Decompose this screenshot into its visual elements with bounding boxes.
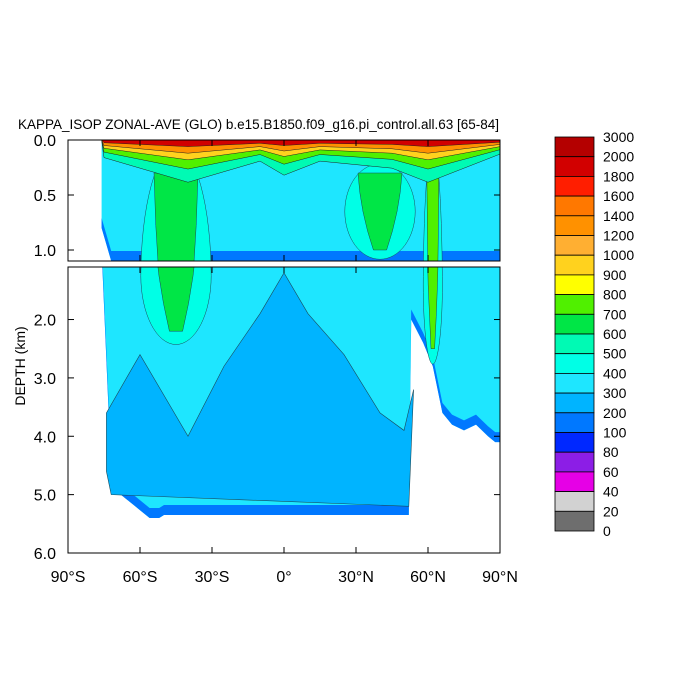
y-tick-label-lower-0: 2.0 — [34, 313, 56, 330]
y-tick-label-upper-0: 0.0 — [34, 133, 56, 150]
colorbar-label-500: 500 — [603, 346, 627, 362]
y-tick-label-lower-1: 3.0 — [34, 371, 56, 388]
upper-panel-field — [68, 140, 500, 261]
colorbar-box-3000 — [554, 136, 595, 158]
lower-tongue-800 — [427, 267, 439, 349]
colorbar-label-2000: 2000 — [603, 149, 634, 165]
colorbar-box-20 — [554, 510, 595, 532]
y-tick-label-lower-3: 5.0 — [34, 488, 56, 505]
upper-tongue-700 — [357, 172, 403, 251]
colorbar-label-1400: 1400 — [603, 208, 634, 224]
colorbar-label-100: 100 — [603, 425, 627, 441]
x-tick-label-5: 60°N — [410, 569, 446, 586]
y-tick-label-lower-2: 4.0 — [34, 429, 56, 446]
colorbar-label-800: 800 — [603, 287, 627, 303]
upper-tongue-800 — [426, 172, 440, 261]
colorbar-label-200: 200 — [603, 405, 627, 421]
colorbar-label-80: 80 — [603, 444, 619, 460]
colorbar-box-1600 — [554, 195, 595, 217]
colorbar-label-1800: 1800 — [603, 168, 634, 184]
x-tick-label-3: 0° — [276, 569, 291, 586]
upper-tongue-700 — [153, 172, 199, 261]
colorbar-label-1200: 1200 — [603, 228, 634, 244]
colorbar-box-400 — [554, 372, 595, 394]
x-tick-label-6: 90°N — [482, 569, 518, 586]
colorbar: 3000200018001600140012001000900800700600… — [554, 129, 634, 539]
colorbar-label-1000: 1000 — [603, 247, 634, 263]
x-tick-label-2: 30°S — [195, 569, 230, 586]
upper-surface-2000 — [101, 140, 500, 147]
lower-panel-field — [68, 267, 500, 553]
y-tick-label-lower-4: 6.0 — [34, 546, 56, 563]
x-tick-label-0: 90°S — [51, 569, 86, 586]
colorbar-label-900: 900 — [603, 267, 627, 283]
colorbar-label-3000: 3000 — [603, 129, 634, 145]
colorbar-label-600: 600 — [603, 326, 627, 342]
colorbar-box-1200 — [554, 235, 595, 256]
y-tick-label-upper-2: 1.0 — [34, 243, 56, 260]
colorbar-box-1400 — [554, 215, 595, 236]
colorbar-box-100 — [554, 432, 595, 453]
axis-ticks: 90°S 60°S 30°S 0° 30°N 60°N 90°N 0.0 0.5 1.0 2.0 3.… — [34, 133, 518, 586]
colorbar-box-80 — [554, 451, 595, 473]
colorbar-box-1000 — [554, 254, 595, 276]
colorbar-box-2000 — [554, 156, 595, 177]
colorbar-label-60: 60 — [603, 464, 619, 480]
colorbar-box-300 — [554, 392, 595, 414]
colorbar-label-1600: 1600 — [603, 188, 634, 204]
colorbar-label-300: 300 — [603, 385, 627, 401]
colorbar-box-1800 — [554, 175, 595, 197]
y-tick-label-upper-1: 0.5 — [34, 188, 56, 205]
colorbar-box-800 — [554, 294, 595, 315]
lower-tongue-700 — [157, 267, 195, 332]
lower-deep-300 — [106, 272, 414, 507]
colorbar-box-700 — [554, 313, 595, 335]
colorbar-box-600 — [554, 333, 595, 355]
colorbar-box-40 — [554, 491, 595, 512]
colorbar-box-200 — [554, 412, 595, 433]
y-axis-label: DEPTH (km) — [12, 326, 28, 405]
colorbar-label-700: 700 — [603, 306, 627, 322]
x-tick-label-4: 30°N — [338, 569, 374, 586]
colorbar-label-20: 20 — [603, 503, 619, 519]
x-tick-label-1: 60°S — [123, 569, 158, 586]
colorbar-label-400: 400 — [603, 365, 627, 381]
colorbar-label-0: 0 — [603, 523, 611, 539]
colorbar-box-900 — [554, 274, 595, 295]
colorbar-box-500 — [554, 353, 595, 374]
chart-title: KAPPA_ISOP ZONAL-AVE (GLO) b.e15.B1850.f… — [18, 117, 500, 132]
colorbar-box-60 — [554, 471, 595, 492]
colorbar-label-40: 40 — [603, 484, 619, 500]
